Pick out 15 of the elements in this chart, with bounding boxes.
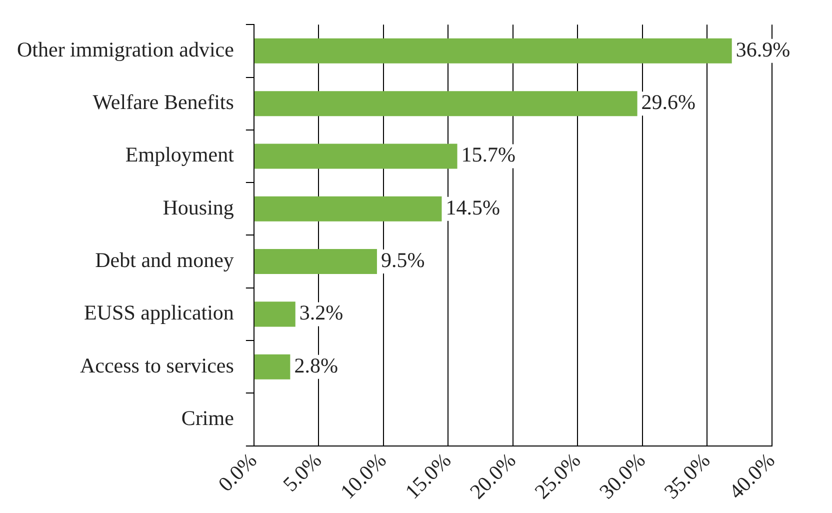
y-tick-label: Debt and money <box>95 248 234 272</box>
y-tick-label: EUSS application <box>84 300 234 325</box>
y-tick-label: Welfare Benefits <box>92 90 234 114</box>
y-tick-label: Crime <box>181 406 234 430</box>
data-label: 36.9% <box>736 37 790 62</box>
data-label: 15.7% <box>461 142 516 167</box>
data-label: 14.5% <box>446 195 500 220</box>
data-label: 3.2% <box>299 300 344 325</box>
data-label: 9.5% <box>380 248 425 272</box>
data-label: 29.6% <box>641 90 696 114</box>
y-tick-label: Other immigration advice <box>16 37 234 62</box>
y-tick-label: Access to services <box>80 353 234 378</box>
data-label: 2.8% <box>294 353 338 378</box>
y-tick-label: Housing <box>162 195 234 220</box>
y-tick-label: Employment <box>125 142 234 167</box>
